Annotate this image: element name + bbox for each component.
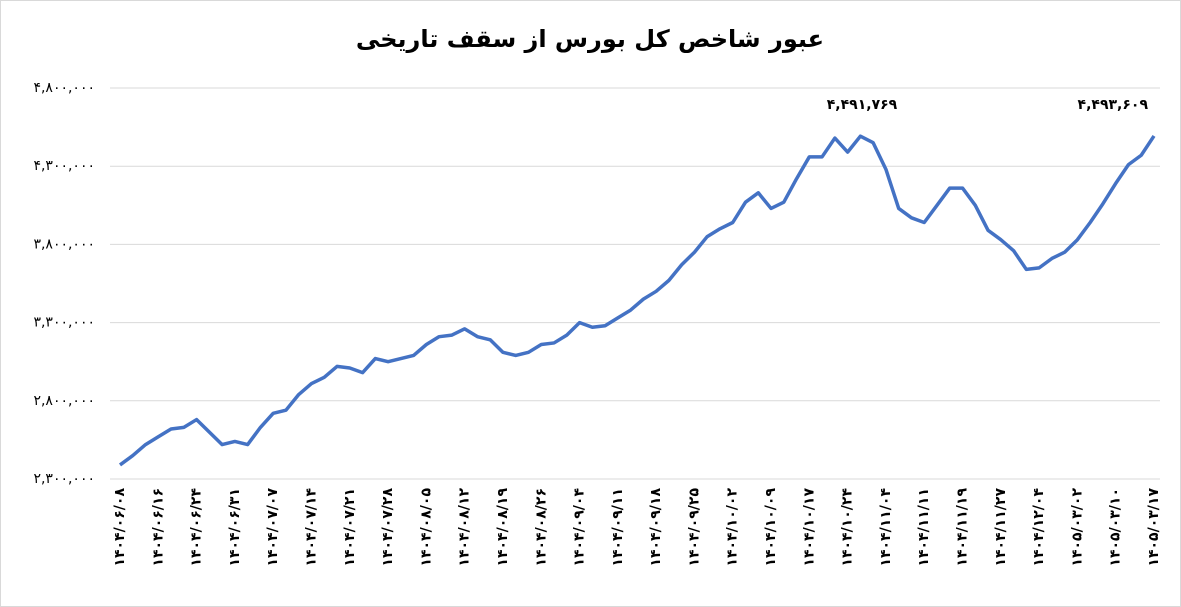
x-tick-label: ۱۴۰۴/۰۸/۰۵ [418,488,434,567]
x-tick-label: ۱۴۰۴/۱۰/۰۹ [763,488,779,567]
x-tick-label: ۱۴۰۴/۰۹/۱۱ [610,488,626,567]
x-tick-label: ۱۴۰۴/۱۰/۰۲ [725,488,741,567]
x-tick-label: ۱۴۰۴/۰۹/۰۴ [572,488,588,567]
x-tick-label: ۱۴۰۴/۱۲/۰۴ [1031,488,1047,567]
x-tick-label: ۱۴۰۴/۰۸/۲۶ [533,488,549,567]
x-tick-label: ۱۴۰۴/۰۶/۲۴ [189,488,205,567]
x-tick-label: ۱۴۰۵/۰۳/۰۲ [1069,488,1085,567]
chart-title: عبور شاخص کل بورس از سقف تاریخی [356,25,824,53]
x-tick-label: ۱۴۰۵/۰۳/۱۷ [1146,488,1162,567]
y-tick-label: ۴,۳۰۰,۰۰۰ [33,158,95,174]
y-tick-label: ۲,۳۰۰,۰۰۰ [33,471,95,487]
x-tick-label: ۱۴۰۴/۰۶/۱۶ [150,488,166,567]
x-tick-label: ۱۴۰۴/۱۰/۲۴ [840,488,856,567]
x-tick-label: ۱۴۰۴/۰۷/۲۸ [380,488,396,567]
x-tick-label: ۱۴۰۴/۰۸/۱۹ [495,488,511,567]
line-series [118,134,1156,467]
x-tick-label: ۱۴۰۴/۰۶/۰۸ [112,488,128,567]
x-tick-label: ۱۴۰۵/۰۳/۱۰ [1108,488,1124,567]
x-tick-label: ۱۴۰۴/۰۷/۲۱ [342,488,358,567]
x-tick-label: ۱۴۰۴/۱۱/۲۷ [993,488,1009,567]
annotation: ۴,۴۹۱,۷۶۹ [827,97,898,113]
x-tick-label: ۱۴۰۴/۰۷/۰۷ [265,488,281,567]
x-tick-label: ۱۴۰۴/۱۱/۰۴ [878,488,894,567]
x-tick-label: ۱۴۰۴/۱۱/۱۱ [916,488,932,567]
x-tick-label: ۱۴۰۴/۰۷/۱۴ [303,488,319,567]
y-tick-label: ۲,۸۰۰,۰۰۰ [33,393,95,409]
y-tick-label: ۳,۸۰۰,۰۰۰ [33,236,95,252]
x-tick-label: ۱۴۰۴/۰۹/۲۵ [686,488,702,567]
annotation: ۴,۴۹۳,۶۰۹ [1078,97,1149,113]
y-tick-label: ۳,۳۰۰,۰۰۰ [33,315,95,331]
x-tick-label: ۱۴۰۴/۱۰/۱۷ [801,488,817,567]
x-tick-label: ۱۴۰۴/۰۸/۱۲ [457,488,473,567]
x-tick-label: ۱۴۰۴/۰۹/۱۸ [648,488,664,567]
x-tick-label: ۱۴۰۴/۱۱/۱۹ [955,488,971,567]
x-tick-label: ۱۴۰۴/۰۶/۳۱ [227,488,243,567]
y-tick-label: ۴,۸۰۰,۰۰۰ [33,80,95,96]
